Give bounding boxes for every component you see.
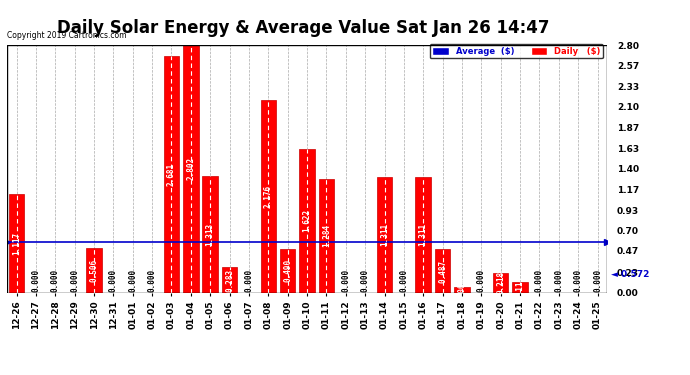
Text: 0.000: 0.000 (128, 268, 137, 292)
Legend: Average  ($), Daily   ($): Average ($), Daily ($) (430, 44, 603, 58)
Bar (86, 248, 102, 292)
Text: 0.000: 0.000 (32, 268, 41, 292)
Text: 0.506: 0.506 (90, 259, 99, 282)
Bar (183, 45, 199, 292)
Text: 0.000: 0.000 (51, 268, 60, 292)
Text: 1.622: 1.622 (302, 209, 312, 232)
Bar (415, 177, 431, 292)
Text: 0.000: 0.000 (148, 268, 157, 292)
Text: 0.000: 0.000 (477, 268, 486, 292)
Text: 0.487: 0.487 (438, 260, 447, 282)
Bar (7, 45, 607, 292)
Text: 2.176: 2.176 (264, 185, 273, 208)
Bar (512, 282, 528, 292)
Text: 1.117: 1.117 (12, 232, 21, 255)
Text: 0.000: 0.000 (342, 268, 351, 292)
Text: 0.000: 0.000 (70, 268, 79, 292)
Bar (164, 56, 179, 292)
Text: ◄ 0.572: ◄ 0.572 (611, 270, 650, 279)
Bar (377, 177, 392, 292)
Text: 0.000: 0.000 (400, 268, 408, 292)
Text: 0.000: 0.000 (361, 268, 370, 292)
Bar (222, 267, 237, 292)
Text: 0.000: 0.000 (109, 268, 118, 292)
Text: 0.114: 0.114 (515, 276, 524, 299)
Text: 2.802: 2.802 (186, 157, 195, 180)
Text: 0.065: 0.065 (457, 278, 466, 301)
Text: 0.218: 0.218 (496, 271, 505, 294)
Text: 1.313: 1.313 (206, 223, 215, 246)
Text: 0.283: 0.283 (225, 268, 234, 291)
Bar (454, 287, 470, 292)
Bar (202, 177, 218, 292)
Text: 2.681: 2.681 (167, 162, 176, 186)
Text: 1.311: 1.311 (419, 223, 428, 246)
Text: 0.490: 0.490 (283, 259, 292, 282)
Bar (493, 273, 509, 292)
Text: 0.000: 0.000 (573, 268, 582, 292)
Text: 1.284: 1.284 (322, 224, 331, 248)
Bar (261, 100, 276, 292)
Bar (435, 249, 451, 292)
Text: 0.000: 0.000 (535, 268, 544, 292)
Bar (280, 249, 295, 292)
Bar (319, 179, 334, 292)
Bar (299, 149, 315, 292)
Text: 0.000: 0.000 (244, 268, 253, 292)
Text: 1.311: 1.311 (380, 223, 389, 246)
Text: 0.000: 0.000 (554, 268, 563, 292)
Bar (9, 194, 24, 292)
Text: Daily Solar Energy & Average Value Sat Jan 26 14:47: Daily Solar Energy & Average Value Sat J… (57, 19, 550, 37)
Text: 0.000: 0.000 (593, 268, 602, 292)
Text: Copyright 2019 Cartronics.com: Copyright 2019 Cartronics.com (7, 31, 126, 40)
